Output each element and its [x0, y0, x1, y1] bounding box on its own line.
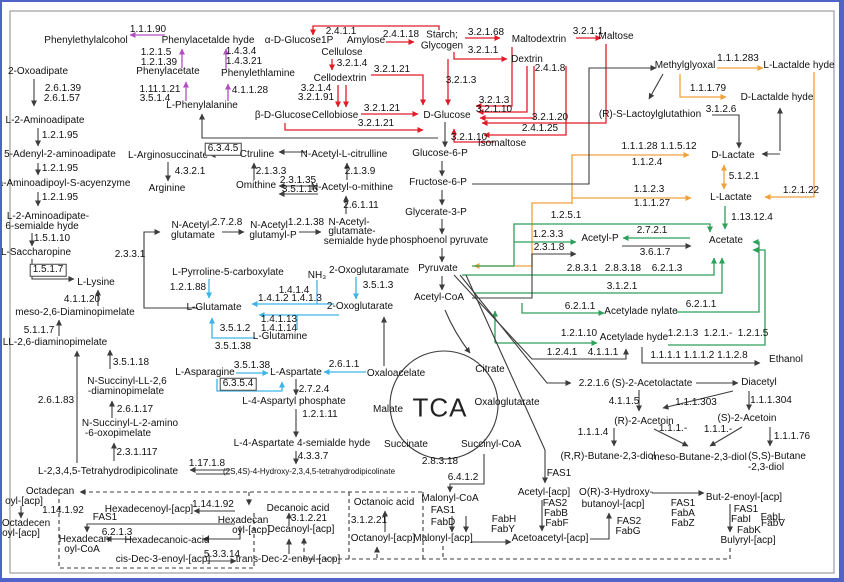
- reaction-edge: [453, 274, 629, 360]
- reaction-edge: [521, 303, 605, 316]
- reaction-edge: [199, 113, 438, 139]
- reaction-edge: [462, 257, 717, 276]
- reaction-edge: [481, 44, 607, 126]
- reaction-edge: [284, 123, 424, 133]
- reaction-edge: [453, 52, 508, 62]
- reaction-edge: [459, 274, 572, 386]
- reaction-edge: [216, 379, 285, 392]
- figure-border: [9, 10, 835, 574]
- tca-cycle-circle: [389, 350, 499, 460]
- reaction-edge: [483, 66, 567, 138]
- reaction-edge: [472, 65, 657, 185]
- reaction-edge: [474, 257, 725, 294]
- reaction-edge: [648, 73, 664, 100]
- reaction-edge: [202, 526, 241, 542]
- reaction-edge: [475, 47, 513, 109]
- reaction-edge: [473, 202, 572, 269]
- reaction-edge: [679, 74, 727, 100]
- reaction-edge: [465, 274, 548, 484]
- reaction-edge: [764, 72, 815, 200]
- reaction-edge: [371, 74, 426, 106]
- reaction-edge: [571, 152, 690, 204]
- reaction-edge: [653, 428, 689, 447]
- reaction-edge: [641, 347, 761, 366]
- reaction-edge: [310, 25, 440, 36]
- reaction-edge: [447, 454, 485, 493]
- reaction-edge: [444, 309, 471, 354]
- reaction-edge: [58, 492, 255, 569]
- reaction-edge: [84, 523, 235, 533]
- reaction-edge: [304, 548, 731, 560]
- reaction-edge: [477, 66, 528, 115]
- reaction-edge: [668, 247, 766, 346]
- reaction-edge: [472, 223, 713, 267]
- reaction-edge: [709, 426, 743, 447]
- reaction-edge: [712, 114, 742, 149]
- reaction-edge: [143, 229, 198, 309]
- reaction-edge: [479, 66, 535, 121]
- reaction-edge: [676, 239, 760, 313]
- reaction-edge: [590, 512, 612, 540]
- reaction-edge: [209, 317, 255, 339]
- reaction-edge: [31, 259, 75, 282]
- reaction-edge: [451, 128, 494, 143]
- reaction-edge: [472, 251, 577, 299]
- reaction-edge: [662, 390, 734, 410]
